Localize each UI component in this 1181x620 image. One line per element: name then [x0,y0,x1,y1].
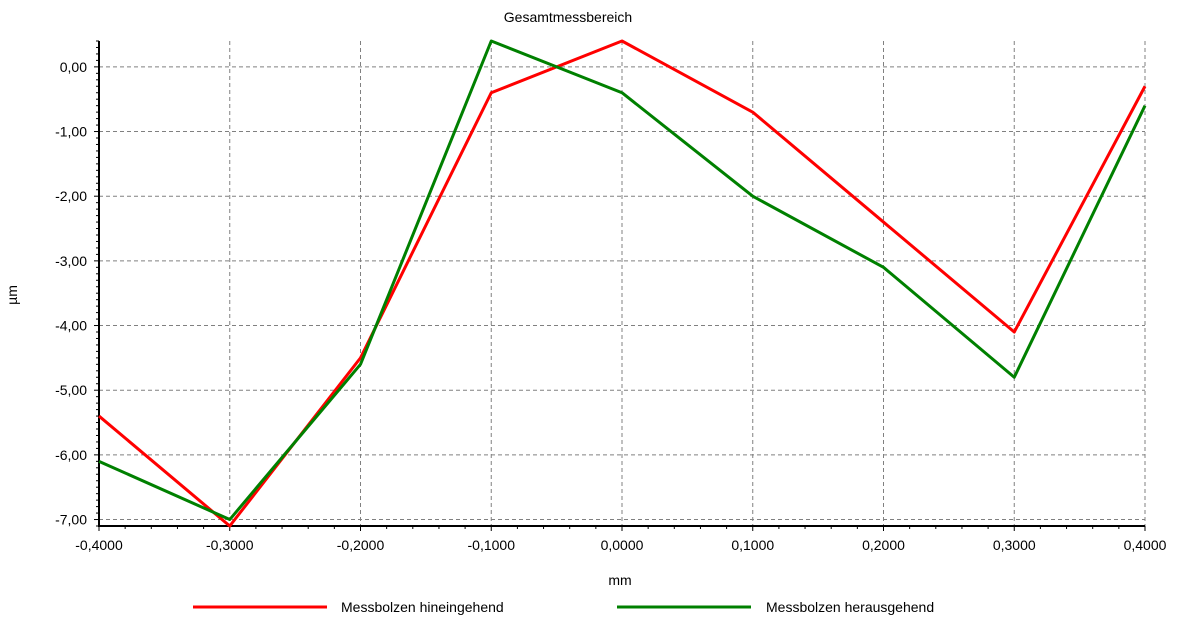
tick-labels: 0,00 -1,00 -2,00 -3,00 -4,00 -5,00 -6,00 -7,00 -… [55,59,1167,553]
x-tick-label: -0,4000 [75,537,123,553]
x-axis-label: mm [608,572,631,588]
series-layer [98,39,1147,528]
y-tick-label: -6,00 [55,447,87,463]
x-tick-label: -0,2000 [337,537,385,553]
y-tick-label: -5,00 [55,382,87,398]
y-tick-label: -7,00 [55,512,87,528]
y-tick-label: -2,00 [55,188,87,204]
x-tick-label: -0,1000 [468,537,516,553]
legend: Messbolzen hineingehend Messbolzen heraus… [193,599,934,615]
y-tick-label: 0,00 [60,59,87,75]
series-line-2 [98,39,1147,522]
y-axis-label: µm [4,285,20,305]
y-tick-label: -1,00 [55,124,87,140]
x-tick-label: 0,1000 [731,537,774,553]
y-tick-label: -3,00 [55,253,87,269]
x-tick-label: -0,3000 [206,537,254,553]
legend-label-1: Messbolzen hineingehend [341,599,504,615]
y-tick-label: -4,00 [55,318,87,334]
x-tick-label: 0,4000 [1124,537,1167,553]
grid [99,41,1146,526]
x-tick-label: 0,3000 [993,537,1036,553]
x-tick-label: 0,0000 [601,537,644,553]
x-tick-label: 0,2000 [862,537,905,553]
chart-title: Gesamtmessbereich [504,9,632,25]
axes [94,40,1146,531]
legend-label-2: Messbolzen herausgehend [766,599,934,615]
